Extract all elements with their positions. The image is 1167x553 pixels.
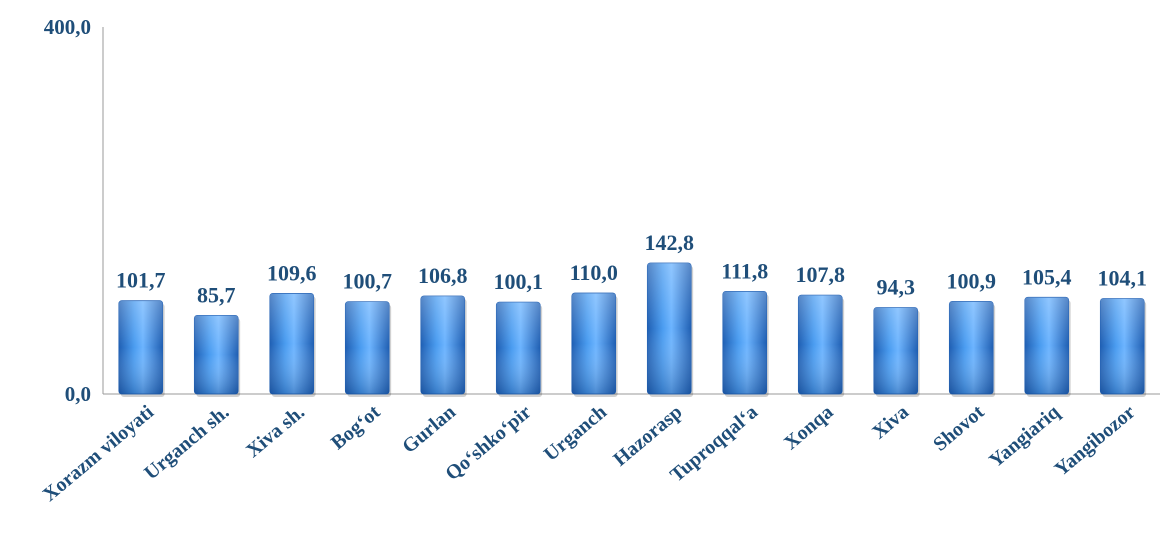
x-tick-label: Xonqa	[780, 401, 838, 454]
bars-group	[118, 262, 1147, 397]
bar	[948, 301, 996, 397]
bar-shading	[496, 302, 541, 394]
bar	[571, 292, 618, 397]
bar-shading	[269, 293, 314, 394]
data-label: 94,3	[877, 274, 916, 299]
y-tick-label: 400,0	[44, 15, 91, 39]
bar	[646, 262, 694, 397]
bar-shading	[798, 295, 843, 394]
x-tick-label: Xiva sh.	[242, 401, 309, 462]
y-tick-label: 0,0	[65, 382, 91, 406]
bar-shading	[647, 262, 692, 394]
x-tick-label: Yangibozor	[1050, 401, 1139, 481]
data-label: 109,6	[267, 260, 317, 285]
bar-shading	[1100, 298, 1145, 394]
bar	[495, 301, 543, 397]
x-tick-label: Urganch	[540, 401, 611, 466]
bar	[722, 291, 769, 397]
bar	[193, 314, 241, 397]
bar	[269, 293, 316, 397]
bar-shading	[873, 307, 918, 394]
bar	[118, 300, 165, 397]
bar-shading	[949, 301, 994, 394]
data-label: 107,8	[796, 262, 846, 287]
bar	[344, 301, 392, 397]
bar	[873, 307, 920, 397]
data-label: 100,9	[947, 268, 997, 293]
bar-shading	[722, 291, 767, 394]
data-label: 105,4	[1022, 264, 1072, 289]
bar	[1099, 298, 1147, 397]
bar	[797, 294, 845, 397]
data-labels-group: 101,7 85,7 109,6 100,7 106,8 100,1 110,0 142,8 1…	[116, 230, 1147, 307]
x-tick-label: Bog‘ot	[327, 401, 385, 454]
x-tick-label: Xorazm viloyati	[39, 401, 159, 506]
bar-shading	[571, 293, 616, 394]
data-label: 106,8	[418, 263, 468, 288]
bar-shading	[194, 315, 239, 394]
data-label: 85,7	[197, 282, 236, 307]
data-label: 100,7	[343, 269, 393, 294]
data-label: 111,8	[721, 258, 768, 283]
bar-shading	[420, 296, 465, 394]
data-label: 110,0	[570, 260, 618, 285]
x-tick-label: Xiva	[868, 401, 913, 444]
bar-shading	[1024, 297, 1069, 394]
bar	[420, 295, 467, 397]
bar	[1024, 296, 1071, 397]
x-tick-label: Hazorasp	[609, 401, 686, 471]
data-label: 101,7	[116, 268, 166, 293]
x-tick-label: Gurlan	[398, 401, 460, 458]
data-label: 142,8	[645, 230, 695, 255]
x-tick-label: Shovot	[929, 401, 989, 456]
bar-shading	[118, 300, 163, 394]
data-label: 104,1	[1098, 265, 1148, 290]
data-label: 100,1	[494, 269, 544, 294]
bar-shading	[345, 301, 390, 394]
